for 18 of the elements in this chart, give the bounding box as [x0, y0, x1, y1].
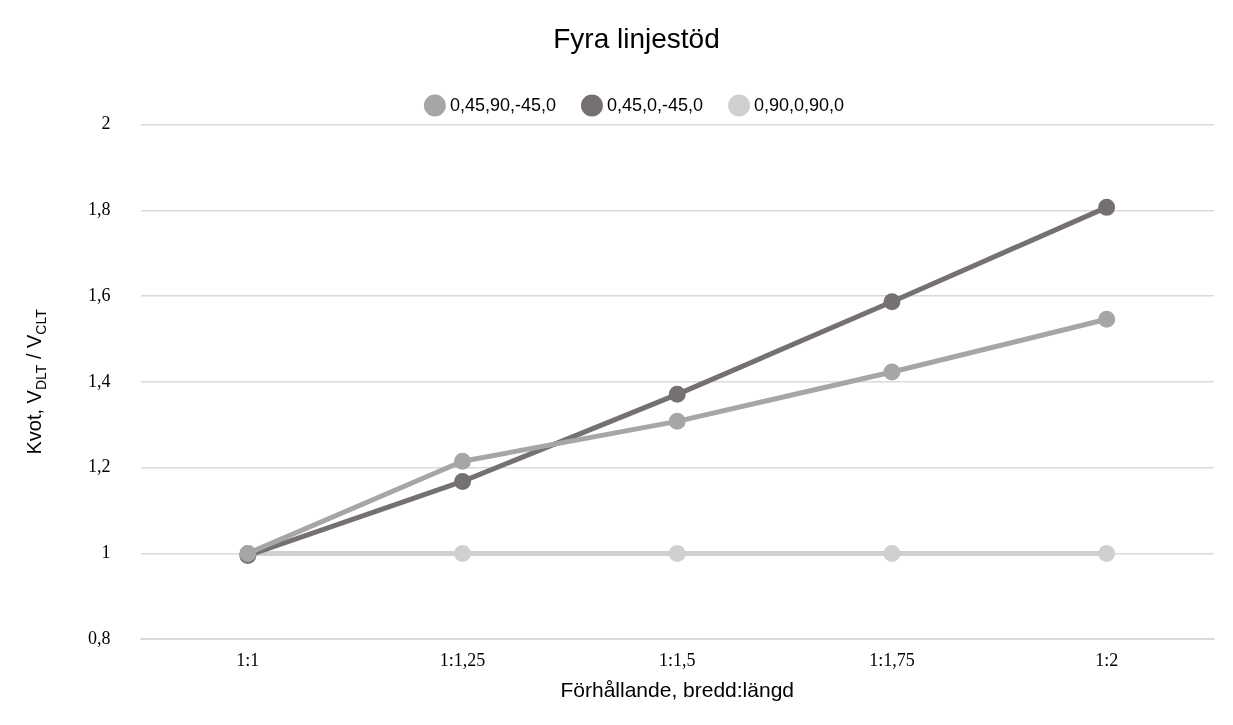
legend-label: 0,45,90,-45,0	[449, 94, 556, 115]
y-tick-label: 1,6	[88, 284, 111, 305]
y-axis-title: Kvot, VDLT / VCLT	[23, 308, 49, 455]
chart-title: Fyra linjestöd	[553, 22, 720, 54]
x-tick-label: 1:1,75	[869, 649, 915, 670]
y-tick-label: 1,4	[88, 370, 111, 391]
x-axis-title: Förhållande, bredd:längd	[560, 678, 795, 702]
x-tick-label: 1:1,25	[439, 649, 486, 670]
x-tick-label: 1:2	[1095, 649, 1119, 670]
legend-label: 0,90,0,90,0	[754, 94, 845, 115]
y-tick-label: 2	[101, 113, 111, 134]
y-tick-label: 1,8	[88, 199, 111, 220]
y-tick-label: 0,8	[88, 627, 111, 648]
legend-label: 0,45,0,-45,0	[606, 94, 704, 115]
x-tick-label: 1:1,5	[658, 649, 696, 670]
y-tick-label: 1,2	[88, 456, 111, 477]
x-tick-label: 1:1	[236, 649, 260, 670]
y-tick-label: 1	[101, 542, 111, 563]
